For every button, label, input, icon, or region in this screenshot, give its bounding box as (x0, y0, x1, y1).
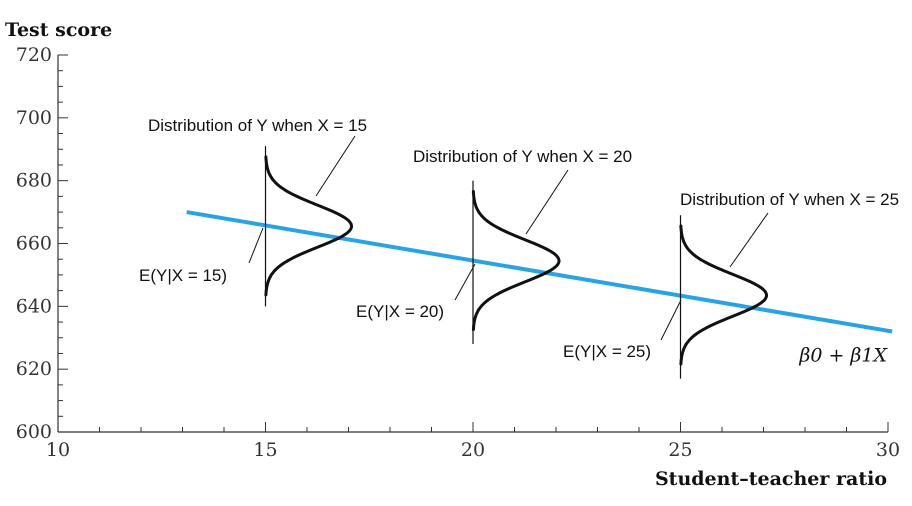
distribution-label: Distribution of Y when X = 25 (680, 190, 899, 209)
distribution-curve (264, 155, 353, 297)
mean-pointer (248, 227, 264, 264)
x-tick-label: 30 (876, 439, 900, 461)
distribution-pointer (525, 169, 569, 235)
y-tick-label: 640 (16, 295, 52, 317)
axis-ticks (57, 54, 889, 433)
distribution-label: Distribution of Y when X = 15 (148, 116, 367, 135)
y-tick-label: 600 (16, 421, 52, 443)
distributions: Distribution of Y when X = 15 E(Y|X = 15)… (139, 116, 899, 379)
axis-tick-labels: 10 15 20 25 30 600 620 640 660 680 700 720 (16, 44, 900, 461)
mean-label: E(Y|X = 15) (139, 266, 227, 285)
y-axis-title: Test score (5, 19, 112, 41)
mean-pointer (454, 263, 476, 301)
y-tick-label: 620 (16, 358, 52, 380)
x-tick-label: 10 (46, 439, 70, 461)
x-axis-title: Student–teacher ratio (655, 468, 887, 490)
regression-line (186, 210, 893, 334)
y-tick-label: 660 (16, 233, 52, 255)
distribution-curve (471, 190, 561, 331)
mean-pointer (660, 299, 682, 341)
x-tick-label: 15 (253, 439, 277, 461)
distribution-pointer (729, 212, 769, 268)
y-tick-label: 720 (16, 44, 52, 66)
x-tick-label: 20 (461, 439, 485, 461)
y-tick-label: 700 (16, 107, 52, 129)
distribution-curve (679, 224, 768, 366)
mean-label: E(Y|X = 25) (563, 342, 651, 361)
regression-line-label: β0 + β1X (798, 344, 888, 366)
y-tick-label: 680 (16, 170, 52, 192)
distribution-pointer (315, 135, 356, 197)
distribution-label: Distribution of Y when X = 20 (413, 147, 632, 166)
x-tick-label: 25 (668, 439, 692, 461)
mean-label: E(Y|X = 20) (356, 302, 444, 321)
